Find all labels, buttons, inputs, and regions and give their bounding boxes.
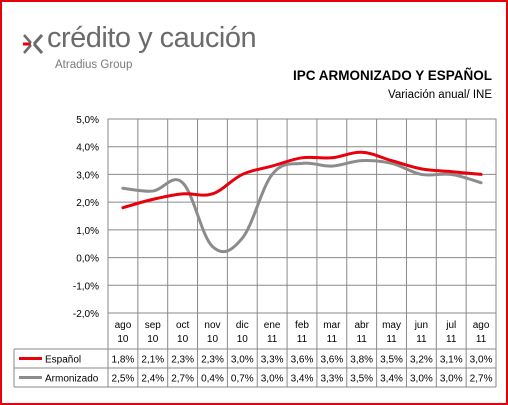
data-label-espa-ol: 3,5% <box>380 355 403 366</box>
x-tick-label: ago <box>473 320 490 331</box>
brand-name: crédito y caución <box>47 22 257 54</box>
data-label-armonizado: 2,5% <box>112 374 135 385</box>
logo-arrows-icon <box>23 34 44 54</box>
x-tick-label: jul <box>445 320 456 331</box>
x-tick-label: 10 <box>117 334 129 345</box>
plot-area <box>107 118 497 314</box>
chart-subtitle: Variación anual/ INE <box>388 89 492 101</box>
brand-group: Atradius Group <box>55 59 133 71</box>
data-label-espa-ol: 2,1% <box>141 355 164 366</box>
data-label-espa-ol: 2,3% <box>201 355 224 366</box>
y-tick-label: 5,0% <box>76 115 99 126</box>
legend-label-armonizado: Armonizado <box>45 374 99 385</box>
data-label-armonizado: 3,5% <box>350 374 373 385</box>
data-label-armonizado: 3,0% <box>410 374 433 385</box>
x-tick-label: may <box>382 320 401 331</box>
x-tick-label: 11 <box>267 334 278 345</box>
chart-title: IPC ARMONIZADO Y ESPAÑOL <box>292 68 492 83</box>
y-tick-label: -1,0% <box>73 281 99 292</box>
x-tick-label: ene <box>264 320 281 331</box>
x-tick-label: ago <box>115 320 132 331</box>
y-tick-label: 0,0% <box>76 254 99 265</box>
x-tick-label: oct <box>176 320 190 331</box>
data-label-armonizado: 3,4% <box>380 374 403 385</box>
x-tick-label: sep <box>145 320 162 331</box>
data-label-armonizado: 3,0% <box>440 374 463 385</box>
data-label-espa-ol: 1,8% <box>112 355 135 366</box>
x-tick-label: 10 <box>147 334 159 345</box>
data-label-espa-ol: 2,3% <box>171 355 194 366</box>
x-tick-label: 11 <box>386 334 397 345</box>
x-tick-label: 10 <box>207 334 219 345</box>
x-tick-label: mar <box>323 320 341 331</box>
x-tick-label: feb <box>295 320 309 331</box>
data-label-armonizado: 2,7% <box>470 374 493 385</box>
x-tick-label: 11 <box>446 334 457 345</box>
data-label-armonizado: 0,7% <box>231 374 254 385</box>
data-label-espa-ol: 3,1% <box>440 355 463 366</box>
x-tick-label: abr <box>354 320 369 331</box>
data-label-armonizado: 2,4% <box>141 374 164 385</box>
data-label-espa-ol: 3,6% <box>320 355 343 366</box>
data-label-armonizado: 0,4% <box>201 374 224 385</box>
x-tick-label: 11 <box>476 334 487 345</box>
data-label-armonizado: 3,4% <box>291 374 314 385</box>
x-tick-label: 10 <box>237 334 249 345</box>
y-tick-label: 1,0% <box>76 226 99 237</box>
data-label-armonizado: 2,7% <box>171 374 194 385</box>
y-tick-label: 2,0% <box>76 198 99 209</box>
data-label-espa-ol: 3,0% <box>470 355 493 366</box>
x-tick-label: nov <box>204 320 220 331</box>
data-label-espa-ol: 3,2% <box>410 355 433 366</box>
data-label-espa-ol: 3,6% <box>291 355 314 366</box>
x-tick-label: jun <box>414 320 428 331</box>
data-label-armonizado: 3,0% <box>261 374 284 385</box>
series-line-armonizado <box>121 158 483 254</box>
y-tick-label: -2,0% <box>73 309 99 320</box>
data-label-espa-ol: 3,3% <box>261 355 284 366</box>
data-label-armonizado: 3,3% <box>320 374 343 385</box>
x-tick-label: 11 <box>297 334 308 345</box>
x-tick-label: 11 <box>416 334 427 345</box>
x-tick-label: dic <box>236 320 249 331</box>
y-tick-label: 4,0% <box>76 143 99 154</box>
x-tick-label: 11 <box>327 334 338 345</box>
series-line-espa-ol <box>121 150 483 210</box>
y-tick-label: 3,0% <box>76 170 99 181</box>
data-label-espa-ol: 3,0% <box>231 355 254 366</box>
x-tick-label: 11 <box>356 334 367 345</box>
x-tick-label: 10 <box>177 334 189 345</box>
data-label-espa-ol: 3,8% <box>350 355 373 366</box>
legend-label-espa-ol: Español <box>45 355 81 366</box>
